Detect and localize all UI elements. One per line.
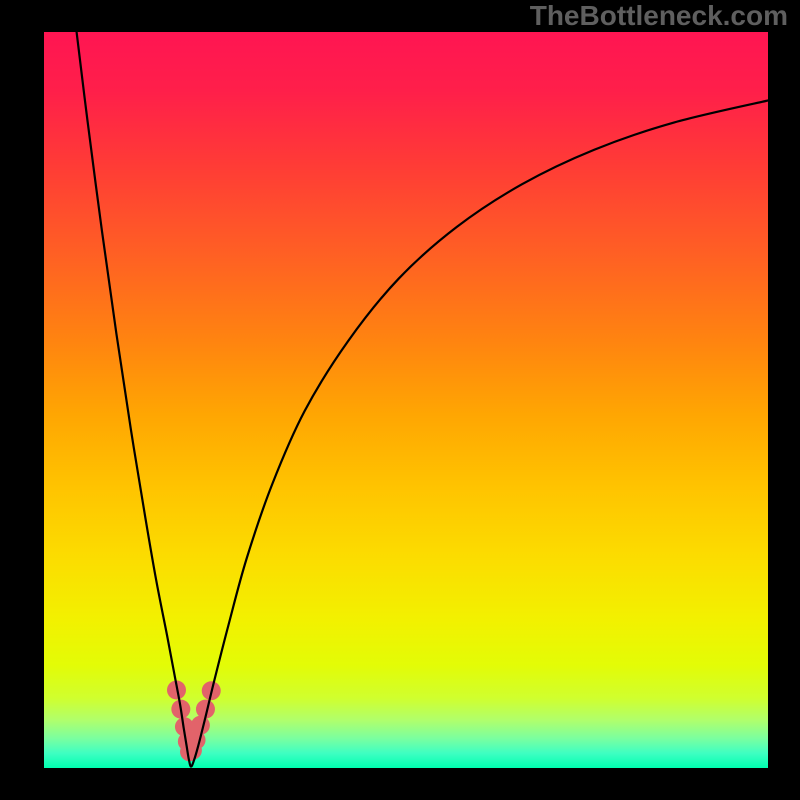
chart-svg <box>44 32 768 768</box>
watermark-text: TheBottleneck.com <box>530 0 788 32</box>
chart-root: TheBottleneck.com <box>0 0 800 800</box>
plot-area <box>44 32 768 768</box>
gradient-background <box>44 32 768 768</box>
marker-dot <box>191 716 210 735</box>
